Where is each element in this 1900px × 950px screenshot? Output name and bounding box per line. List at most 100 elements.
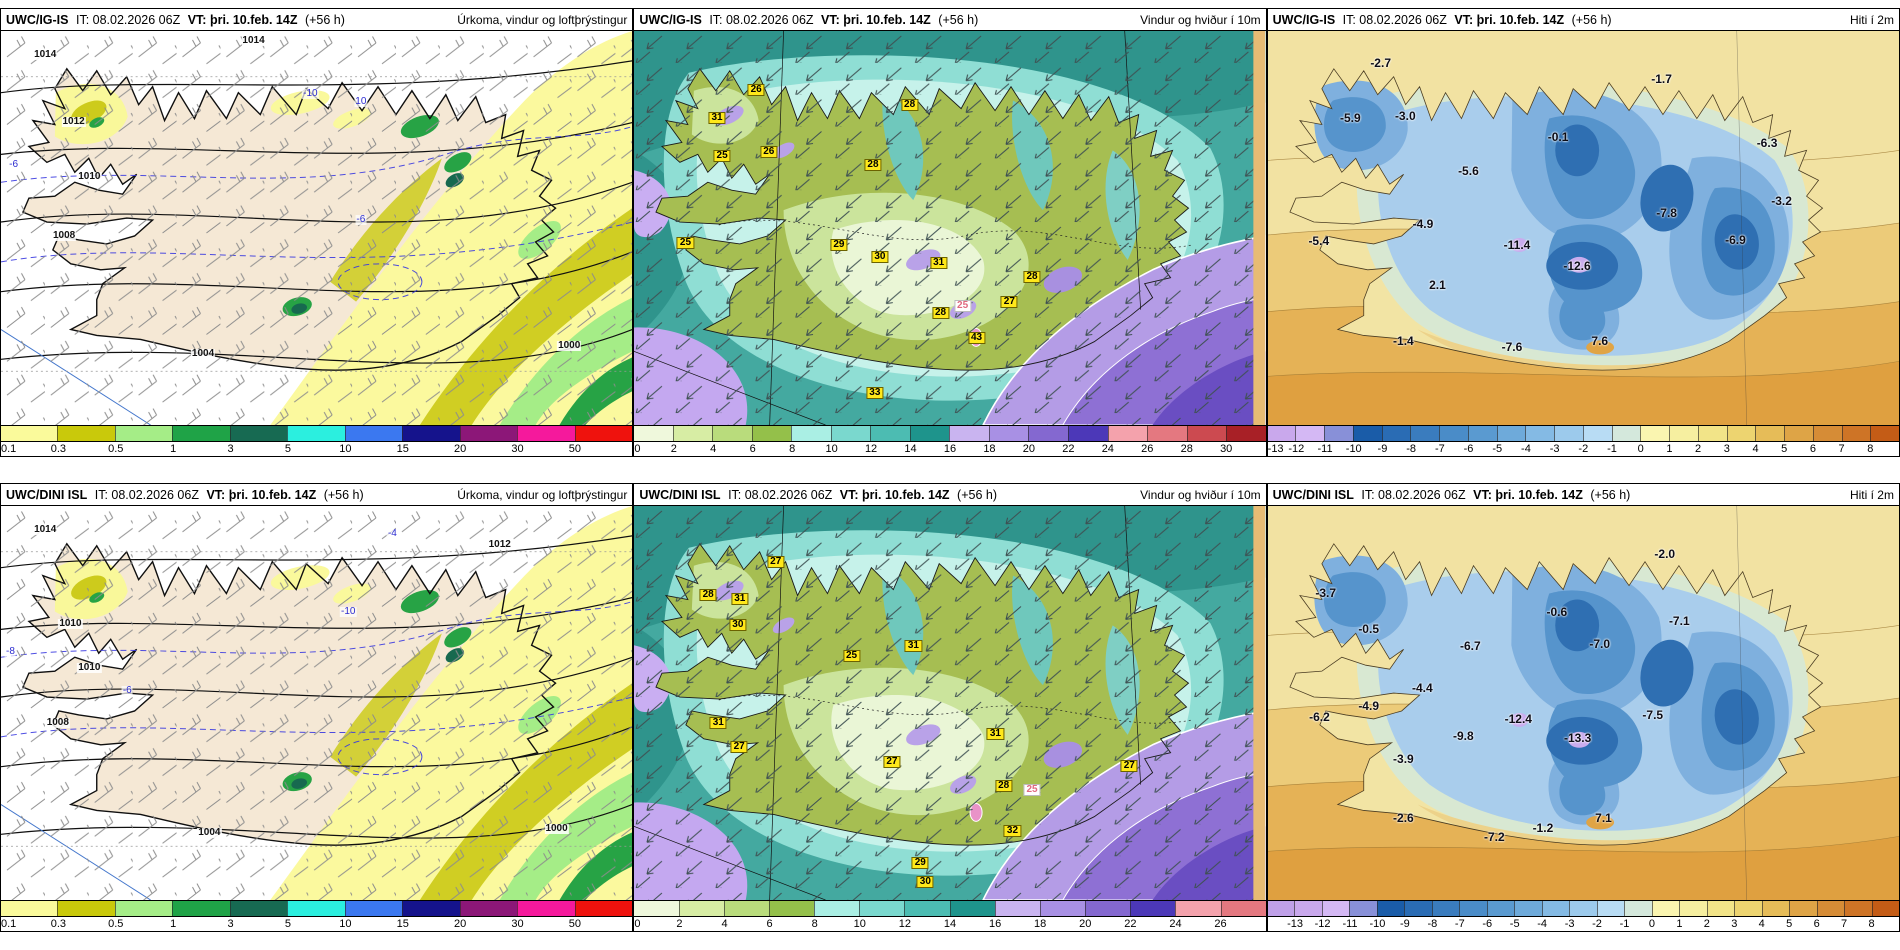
colorbar-segment: [287, 426, 345, 441]
colorbar-tick-label: 14: [904, 443, 917, 455]
model-run-info: UWC/DINI ISL IT: 08.02.2026 06Z VT: þri.…: [6, 488, 368, 502]
colorbar-tick-label: 0.1: [1, 443, 17, 455]
colorbar-segment: [1679, 901, 1707, 916]
init-time: IT: 08.02.2026 06Z: [728, 487, 833, 502]
valid-time: VT: þri. 10.feb. 14Z: [1454, 12, 1565, 27]
colorbar-tick-label: 16: [943, 443, 957, 455]
colorbar-ticks: 0.1 0.3 0.5 1 3 5 10 15 20 30 50: [1, 442, 633, 456]
colorbar-segment: [1381, 426, 1411, 441]
gust-value-label: 31: [708, 112, 726, 125]
colorbar-segment: [1812, 426, 1842, 441]
colorbar-tick-label: 6: [766, 918, 773, 930]
gust-value-label: 30: [916, 876, 934, 889]
colorbar-segment: [1624, 901, 1652, 916]
colorbar-segment: [1404, 901, 1432, 916]
colorbar-tick-label: 26: [1141, 443, 1154, 455]
colorbar-tick-label: -2: [1578, 443, 1589, 455]
contour-value-label: -10: [302, 88, 319, 100]
gust-value-label: 28: [901, 98, 919, 111]
colorbar-tick-label: -5: [1492, 443, 1503, 455]
colorbar-strip: [634, 425, 1266, 442]
colorbar-tick-label: 8: [811, 918, 818, 930]
colorbar-tick-label: 6: [1809, 443, 1816, 455]
colorbar-segment: [402, 901, 460, 916]
colorbar-segment: [1870, 426, 1900, 441]
colorbar-tick-label: 6: [1813, 918, 1820, 930]
temperature-value-label: -7.5: [1642, 707, 1664, 722]
colorbar-tick-label: 4: [1758, 918, 1765, 930]
gust-value-label: 31: [986, 727, 1004, 740]
colorbar-segment: [1376, 901, 1405, 916]
lead-time: (+56 h): [304, 12, 345, 27]
colorbar-tick-label: -8: [1406, 443, 1417, 455]
colorbar-tick-label: 0: [1648, 918, 1655, 930]
colorbar-segment: [1726, 426, 1756, 441]
colorbar-segment: [1267, 901, 1295, 916]
pressure-value-label: 1014: [33, 523, 58, 535]
gust-value-label: 27: [883, 755, 901, 768]
colorbar-tick-label: 5: [284, 443, 292, 455]
panel-header: UWC/DINI ISL IT: 08.02.2026 06Z VT: þri.…: [634, 484, 1266, 506]
colorbar-tick-label: -6: [1463, 443, 1474, 455]
colorbar-tick-label: 5: [1786, 918, 1793, 930]
colorbar-segment: [1410, 426, 1440, 441]
colorbar-segment: [1431, 901, 1460, 916]
pressure-value-label: 1014: [241, 34, 266, 46]
colorbar-tick-label: 30: [511, 443, 524, 455]
colorbar-ticks: 0 2 4 6 8 10 12 14 16 18 20 22 24 26 28 30: [634, 442, 1266, 456]
pressure-value-label: 1000: [557, 340, 582, 352]
panel-dini-precip: UWC/DINI ISL IT: 08.02.2026 06Z VT: þri.…: [0, 475, 634, 950]
colorbar-segment: [814, 901, 860, 916]
wind-gust-map: 27 28 31 30 25 31 31 27 27 31 28 25 27 32 29 30: [634, 506, 1266, 900]
map-image: [1268, 31, 1899, 425]
colorbar-tick-label: 8: [1867, 443, 1874, 455]
colorbar-segment: [1147, 426, 1187, 441]
colorbar-ticks: 0.1 0.3 0.5 1 3 5 10 15 20 30 50: [1, 917, 633, 931]
gust-value-label: 25: [954, 299, 972, 312]
lead-time: (+56 h): [938, 12, 979, 27]
init-time: IT: 08.02.2026 06Z: [1342, 12, 1447, 27]
colorbar-segment: [751, 426, 792, 441]
contour-value-label: -8: [5, 645, 16, 657]
contour-value-label: -6: [8, 158, 20, 170]
colorbar-tick-label: -6: [1482, 918, 1493, 930]
map-image: [634, 31, 1265, 425]
temperature-value-label: -7.6: [1501, 340, 1523, 355]
valid-time: VT: þri. 10.feb. 14Z: [821, 12, 931, 27]
colorbar-segment: [1582, 426, 1612, 441]
gust-value-label: 29: [911, 857, 929, 870]
panel-frame: UWC/DINI ISL IT: 08.02.2026 06Z VT: þri.…: [1266, 483, 1900, 932]
parameter-label: Úrkoma, vindur og loftþrýstingur: [457, 12, 628, 27]
colorbar-tick-label: -7: [1434, 443, 1445, 455]
colorbar-segment: [229, 901, 288, 916]
pressure-value-label: 1012: [61, 115, 86, 127]
gust-value-label: 30: [871, 250, 889, 263]
colorbar-tick-label: 28: [1180, 443, 1193, 455]
panel-igis-temp: UWC/IG-IS IT: 08.02.2026 06Z VT: þri. 10…: [1266, 0, 1900, 475]
colorbar-tick-label: 0: [634, 443, 641, 455]
colorbar-segment: [1186, 426, 1227, 441]
contour-value-label: -10: [339, 606, 357, 618]
temperature-value-label: -3.7: [1315, 586, 1337, 601]
temperature-value-label: -0.1: [1547, 129, 1569, 144]
panel-frame: UWC/DINI ISL IT: 08.02.2026 06Z VT: þri.…: [0, 483, 634, 932]
colorbar-tick-label: 1: [170, 918, 177, 930]
colorbar-tick-label: 15: [396, 918, 409, 930]
panel-header: UWC/IG-IS IT: 08.02.2026 06Z VT: þri. 10…: [1267, 9, 1899, 31]
model-name: UWC/DINI ISL: [6, 487, 88, 502]
colorbar-tick-label: -9: [1377, 443, 1388, 455]
colorbar-tick-label: 12: [898, 918, 912, 930]
temperature-value-label: -12.4: [1504, 711, 1532, 726]
gust-value-label: 29: [830, 238, 848, 251]
colorbar-tick-label: -13: [1267, 443, 1284, 455]
gust-value-label: 28: [1023, 270, 1041, 283]
temperature-map: -2.0 -3.7 -0.5 -0.6 -7.1 -6.7 -7.0 -4.4 -4.9 -6.2…: [1267, 506, 1899, 900]
colorbar-segment: [114, 901, 173, 916]
colorbar-tick-label: 0.1: [1, 918, 17, 930]
colorbar-tick-label: 0.5: [108, 443, 124, 455]
temperature-value-label: -2.0: [1654, 546, 1676, 561]
colorbar-tick-label: 10: [339, 443, 352, 455]
colorbar-tick-label: 0: [634, 918, 641, 930]
temperature-value-label: -7.8: [1656, 206, 1677, 221]
